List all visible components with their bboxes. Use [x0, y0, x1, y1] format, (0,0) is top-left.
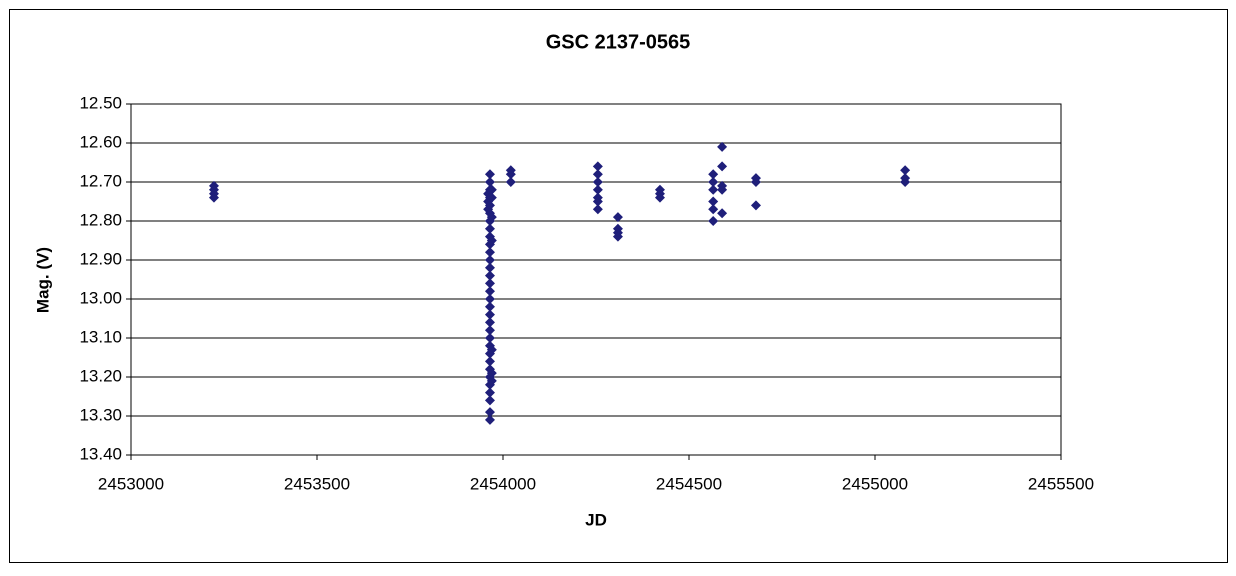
data-point: [484, 309, 495, 320]
x-tick-label: 2453000: [98, 474, 164, 493]
data-point: [900, 177, 911, 187]
y-tick-label: 13.40: [79, 444, 122, 463]
data-point: [708, 196, 719, 207]
data-point: [900, 165, 911, 176]
data-point: [592, 161, 603, 172]
data-point: [612, 212, 623, 223]
data-point: [592, 177, 603, 187]
data-point: [484, 395, 495, 406]
data-point: [654, 192, 665, 203]
data-point: [484, 317, 495, 328]
data-point: [750, 177, 761, 187]
data-point: [484, 387, 495, 398]
data-point: [750, 200, 761, 211]
data-point: [717, 208, 728, 219]
data-point: [717, 184, 728, 195]
data-point: [708, 169, 719, 180]
data-point: [612, 231, 623, 242]
data-point: [484, 223, 495, 234]
x-tick-label: 2454500: [656, 474, 722, 493]
data-point: [484, 270, 495, 281]
data-point: [484, 278, 495, 289]
data-point: [486, 192, 497, 203]
data-point: [592, 196, 603, 207]
data-point: [708, 204, 719, 215]
data-point: [484, 177, 495, 187]
data-point: [486, 375, 497, 386]
data-point: [717, 161, 728, 172]
y-tick-label: 13.10: [79, 327, 122, 346]
y-tick-label: 12.80: [79, 210, 122, 229]
y-tick-label: 13.30: [79, 405, 122, 424]
data-point: [484, 255, 495, 265]
data-point: [592, 184, 603, 195]
data-point: [484, 286, 495, 297]
data-point: [484, 200, 495, 211]
x-tick-label: 2455000: [842, 474, 908, 493]
data-point: [486, 212, 497, 223]
x-tick-label: 2454000: [470, 474, 536, 493]
data-point: [484, 294, 495, 304]
data-point: [708, 177, 719, 187]
data-point: [708, 184, 719, 195]
data-point: [708, 216, 719, 226]
data-point: [592, 169, 603, 180]
y-tick-label: 12.60: [79, 132, 122, 151]
y-tick-label: 12.50: [79, 93, 122, 112]
y-tick-label: 13.20: [79, 366, 122, 385]
data-point: [484, 414, 495, 425]
x-axis-label: JD: [585, 510, 607, 529]
y-axis-label: Mag. (V): [33, 247, 52, 313]
plot-area: [130, 103, 1062, 456]
data-point: [486, 184, 497, 195]
data-point: [486, 368, 497, 379]
y-tick-label: 12.90: [79, 249, 122, 268]
data-point: [484, 356, 495, 367]
data-point: [484, 301, 495, 312]
y-tick-label: 13.00: [79, 288, 122, 307]
chart-title: GSC 2137-0565: [546, 31, 691, 53]
y-tick-label: 12.70: [79, 171, 122, 190]
x-tick-label: 2455500: [1028, 474, 1094, 493]
data-point: [484, 407, 495, 418]
data-point: [505, 177, 516, 187]
data-point: [505, 169, 516, 180]
data-point: [484, 333, 495, 343]
data-point: [717, 141, 728, 152]
data-point: [484, 169, 495, 180]
data-point: [208, 192, 219, 203]
data-point: [486, 344, 497, 355]
data-point: [486, 235, 497, 246]
data-point: [484, 262, 495, 273]
data-point: [484, 247, 495, 258]
data-point: [484, 325, 495, 336]
data-point: [592, 204, 603, 215]
x-tick-label: 2453500: [284, 474, 350, 493]
